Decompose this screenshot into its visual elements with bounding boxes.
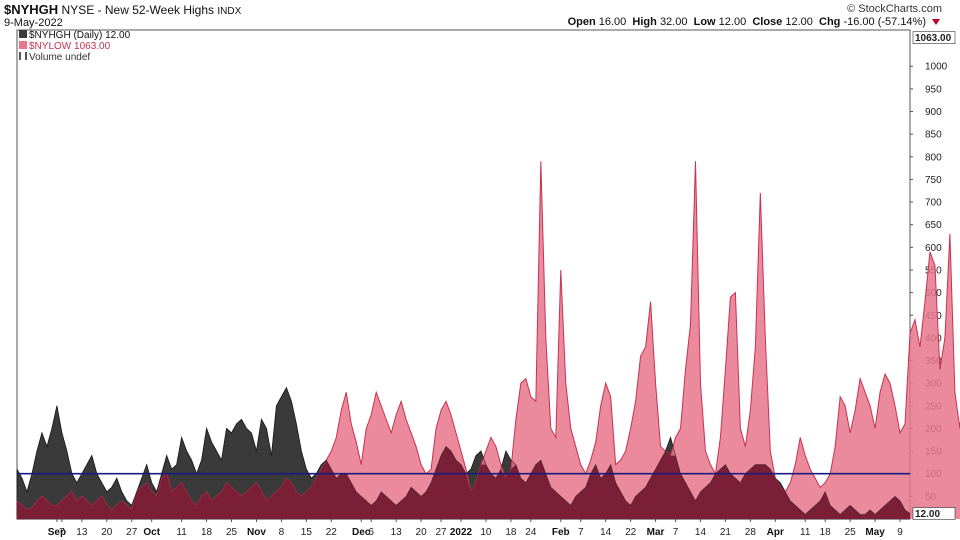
- x-tick-label: 13: [76, 527, 88, 538]
- chg-value: -16.00 (-57.14%): [843, 16, 926, 28]
- x-tick-label: Dec: [352, 527, 371, 538]
- x-tick-label: 14: [695, 527, 707, 538]
- series-lows-line: [16, 161, 960, 511]
- x-tick-label: 14: [600, 527, 612, 538]
- legend-secondary-label: $NYLOW 1063.00: [29, 41, 111, 52]
- y-tick-label: 600: [925, 243, 942, 254]
- x-tick-label: 18: [820, 527, 832, 538]
- close-value: 12.00: [785, 16, 813, 28]
- x-tick-label: Apr: [767, 527, 784, 538]
- y-tick-label: 650: [925, 220, 942, 231]
- x-tick-label: 28: [745, 527, 757, 538]
- y-tick-label: 850: [925, 130, 942, 141]
- volume-icon: [19, 52, 27, 60]
- symbol-description: NYSE - New 52-Week Highs: [61, 3, 215, 17]
- x-tick-label: 24: [525, 527, 537, 538]
- x-tick-label: 11: [176, 527, 187, 538]
- x-tick-label: 25: [845, 527, 857, 538]
- x-tick-label: 25: [226, 527, 238, 538]
- chg-label: Chg: [819, 16, 841, 28]
- last-value-lows-tag-text: 1063.00: [915, 33, 952, 44]
- x-tick-label: Feb: [552, 527, 570, 538]
- legend-primary-label: $NYHGH (Daily) 12.00: [29, 30, 131, 41]
- x-tick-label: 21: [720, 527, 732, 538]
- legend-volume: Volume undef: [19, 52, 130, 63]
- chart-date: 9-May-2022: [4, 17, 63, 29]
- series-overlap-area: [17, 446, 910, 519]
- chevron-down-icon[interactable]: [932, 19, 940, 25]
- brand-watermark: © StockCharts.com: [847, 3, 942, 15]
- y-tick-label: 900: [925, 107, 942, 118]
- symbol: $NYHGH: [4, 2, 59, 17]
- x-tick-label: 22: [326, 527, 338, 538]
- x-tick-label: 2022: [450, 527, 473, 538]
- x-tick-label: 27: [126, 527, 138, 538]
- area-icon: [19, 41, 27, 49]
- low-label: Low: [693, 16, 716, 28]
- area-icon: [19, 30, 27, 38]
- chart-legend: $NYHGH (Daily) 12.00 $NYLOW 1063.00 Volu…: [19, 30, 130, 63]
- plot-frame: [16, 29, 911, 520]
- exchange: INDX: [217, 6, 242, 17]
- chart-title: $NYHGH NYSE - New 52-Week Highs INDX: [4, 2, 241, 17]
- high-value: 32.00: [659, 16, 688, 28]
- y-tick-label: 950: [925, 84, 942, 95]
- legend-secondary: $NYLOW 1063.00: [19, 41, 130, 52]
- y-tick-label: 1000: [925, 62, 948, 73]
- close-label: Close: [752, 16, 783, 28]
- open-label: Open: [567, 16, 596, 28]
- y-tick-label: 750: [925, 175, 942, 186]
- legend-primary: $NYHGH (Daily) 12.00: [19, 30, 130, 41]
- x-tick-label: May: [865, 527, 885, 538]
- x-tick-label: Sep: [48, 527, 66, 538]
- ohlc-readout: Open 16.00 High 32.00 Low 12.00 Close 12…: [568, 16, 926, 28]
- x-tick-label: 27: [435, 527, 447, 538]
- x-tick-label: 10: [480, 527, 492, 538]
- x-tick-label: 18: [201, 527, 213, 538]
- x-tick-label: 6: [368, 527, 374, 538]
- last-value-lows-tag: [912, 31, 956, 44]
- x-tick-label: 20: [101, 527, 113, 538]
- legend-volume-label: Volume undef: [29, 52, 91, 63]
- x-tick-label: 18: [505, 527, 517, 538]
- x-tick-label: Nov: [247, 527, 266, 538]
- x-tick-label: 7: [578, 527, 584, 538]
- open-value: 16.00: [598, 16, 627, 28]
- y-tick-label: 700: [925, 198, 942, 209]
- x-tick-label: 7: [673, 527, 679, 538]
- x-tick-label: 7: [59, 527, 65, 538]
- x-tick-label: 20: [416, 527, 428, 538]
- x-tick-label: Mar: [647, 527, 665, 538]
- x-tick-label: 13: [391, 527, 403, 538]
- high-label: High: [632, 16, 657, 28]
- y-tick-label: 800: [925, 152, 942, 163]
- x-tick-label: 11: [800, 527, 811, 538]
- x-tick-label: Oct: [143, 527, 160, 538]
- last-value-highs-tag-text: 12.00: [915, 509, 940, 520]
- x-tick-label: 22: [625, 527, 637, 538]
- x-tick-label: 9: [897, 527, 903, 538]
- x-tick-label: 15: [301, 527, 313, 538]
- series-lows-area: [17, 161, 960, 519]
- series-highs-line: [16, 386, 911, 516]
- last-value-highs-tag: [912, 507, 956, 520]
- low-value: 12.00: [718, 16, 747, 28]
- x-tick-label: 8: [279, 527, 285, 538]
